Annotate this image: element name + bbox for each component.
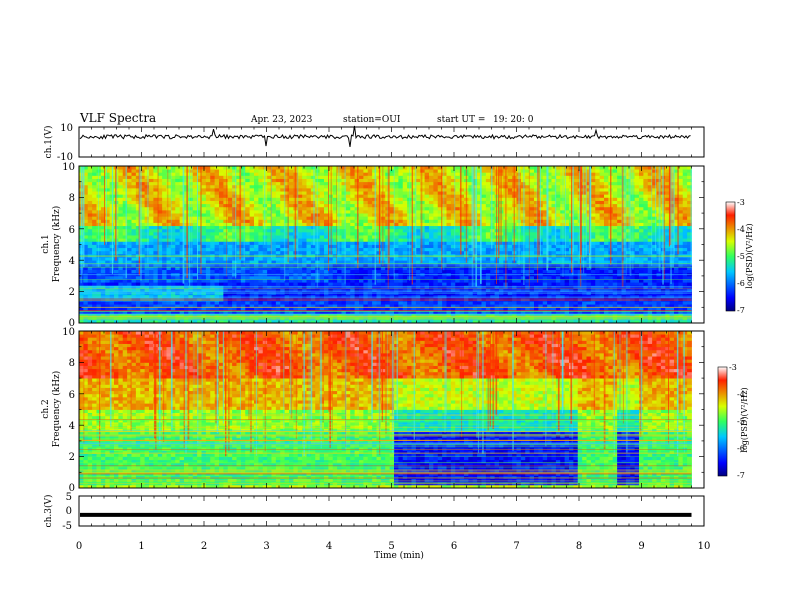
- ch2-spec-ytick-8: 8: [69, 358, 75, 369]
- ch1-ytick-top: 10: [60, 123, 73, 134]
- ch2-spec-ylabel-freq: Frequency (kHz): [51, 371, 62, 448]
- ch1-waveform-ylabel: ch.1(V): [43, 126, 54, 159]
- xtick-8: 8: [576, 541, 582, 552]
- ch1-ytick-bottom: -10: [57, 152, 73, 163]
- header-start-label: start UT =: [437, 115, 485, 125]
- ch1-cb-tick-m4: -4: [737, 225, 745, 234]
- ch1-spec-ytick-0: 0: [69, 318, 75, 329]
- ch2-spec-ytick-4: 4: [69, 421, 75, 432]
- ch2-colorbar-label: log(PSD)(V²/Hz): [740, 387, 749, 452]
- ch1-colorbar-label: log(PSD)(V²/Hz): [745, 223, 754, 288]
- ch1-cb-tick-m7: -7: [737, 306, 745, 315]
- header-date: Apr. 23, 2023: [250, 115, 313, 125]
- ch2-cb-tick-m7: -7: [737, 471, 745, 480]
- ch1-spec-ytick-10: 10: [62, 162, 75, 173]
- ch1-trace: [79, 125, 691, 147]
- xtick-5: 5: [388, 541, 394, 552]
- xtick-0: 0: [76, 541, 82, 552]
- ch1-waveform-panel: 10 -10 ch.1(V): [43, 123, 705, 163]
- ch1-spec-ylabel-freq: Frequency (kHz): [51, 206, 62, 283]
- ch3-waveform-panel: 5 0 -5 ch.3(V): [43, 492, 705, 532]
- xtick-7: 7: [513, 541, 519, 552]
- figure-title: VLF Spectra: [79, 111, 156, 125]
- ch1-spec-ylabel: ch.1: [41, 234, 51, 253]
- ch2-cb-tick-m6: -6: [737, 444, 745, 453]
- ch1-cb-tick-m3: -3: [737, 198, 745, 207]
- ch2-cb-tick-m5: -5: [737, 417, 745, 426]
- ch3-waveform-ylabel: ch.3(V): [43, 495, 54, 528]
- ch2-spec-ylabel: ch.2: [41, 399, 51, 418]
- ch2-spec-ytick-10: 10: [62, 327, 75, 338]
- ch2-colorbar: [717, 366, 728, 477]
- ch1-cb-tick-m5: -5: [737, 252, 745, 261]
- xtick-4: 4: [326, 541, 332, 552]
- ch2-cb-tick-m4: -4: [737, 390, 745, 399]
- ch3-ytick-m5: -5: [62, 521, 72, 532]
- ch1-cb-tick-m6: -6: [737, 279, 745, 288]
- ch1-spec-ytick-8: 8: [69, 193, 75, 204]
- ch3-ytick-5: 5: [66, 492, 72, 503]
- ch2-spec-ytick-2: 2: [69, 452, 75, 463]
- ch2-spectrogram-panel: 10 8 6 4 2 0 ch.2 Frequency (kHz) -3 -4 …: [41, 327, 749, 494]
- ch2-spec-ytick-0: 0: [69, 483, 75, 494]
- ch3-ytick-0: 0: [66, 506, 72, 517]
- xtick-9: 9: [638, 541, 644, 552]
- x-axis: 0 1 2 3 4 5 6 7 8 9 10 Time (min): [76, 541, 711, 561]
- xtick-3: 3: [263, 541, 269, 552]
- header-start-time: 19: 20: 0: [493, 115, 534, 125]
- xtick-10: 10: [698, 541, 711, 552]
- ch1-spec-ytick-2: 2: [69, 287, 75, 298]
- ch1-spec-ytick-6: 6: [69, 225, 75, 236]
- xtick-6: 6: [451, 541, 457, 552]
- axis-ticks: [78, 127, 705, 526]
- ch2-spec-ytick-6: 6: [69, 390, 75, 401]
- ch1-spec-ytick-4: 4: [69, 256, 75, 267]
- ch1-colorbar: [725, 201, 736, 312]
- ch2-cb-tick-m3: -3: [729, 363, 737, 372]
- ch2-spectrogram-image: [79, 331, 692, 488]
- x-axis-label: Time (min): [374, 550, 424, 561]
- ch1-spectrogram-image: [79, 166, 692, 323]
- xtick-2: 2: [201, 541, 207, 552]
- xtick-1: 1: [138, 541, 144, 552]
- header-station: station=OUI: [343, 115, 401, 125]
- ch1-spectrogram-panel: 10 8 6 4 2 0 ch.1 Frequency (kHz) -3 -4 …: [41, 162, 754, 329]
